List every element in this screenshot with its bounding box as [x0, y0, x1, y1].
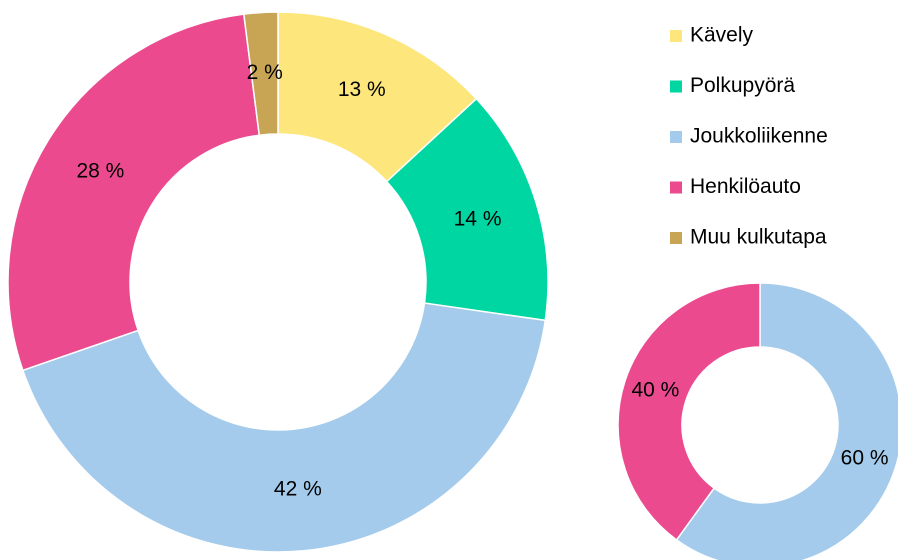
donut-segment [675, 282, 898, 560]
donut-segment [7, 13, 261, 372]
data-label: 28 % [76, 159, 124, 182]
legend-swatch [670, 181, 682, 194]
legend-label: Joukkoliikenne [690, 125, 828, 148]
legend-label: Kävely [690, 24, 754, 47]
data-label: 2 % [247, 61, 283, 84]
data-label: 13 % [338, 78, 386, 101]
donut-segment [385, 97, 549, 322]
legend-label: Henkilöauto [690, 175, 801, 198]
legend-swatch [670, 131, 682, 143]
donut-segment [617, 282, 761, 541]
data-label: 60 % [841, 447, 889, 470]
legend-swatch [670, 232, 682, 244]
data-label: 40 % [631, 379, 679, 402]
data-label: 14 % [454, 207, 502, 230]
data-label: 42 % [274, 478, 322, 501]
legend-label: Muu kulkutapa [690, 226, 827, 249]
donut-segment [242, 11, 279, 137]
donut-segment [21, 302, 547, 553]
legend-swatch [670, 80, 682, 93]
legend-swatch [670, 30, 682, 42]
legend-label: Polkupyörä [690, 74, 795, 97]
